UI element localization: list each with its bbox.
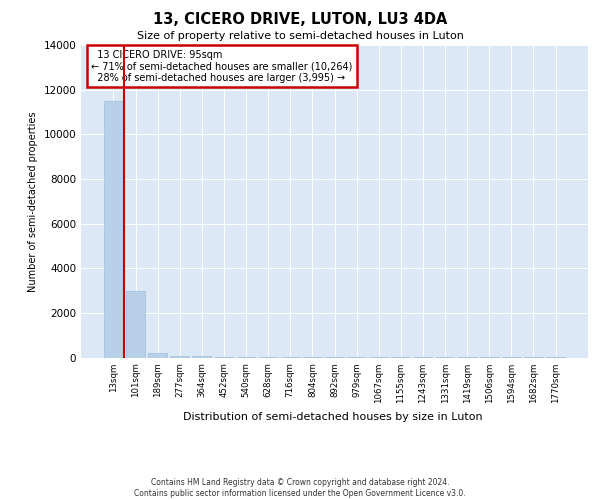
Bar <box>215 356 233 358</box>
Text: Size of property relative to semi-detached houses in Luton: Size of property relative to semi-detach… <box>137 31 463 41</box>
Text: Contains HM Land Registry data © Crown copyright and database right 2024.
Contai: Contains HM Land Registry data © Crown c… <box>134 478 466 498</box>
Bar <box>104 101 123 357</box>
Text: Distribution of semi-detached houses by size in Luton: Distribution of semi-detached houses by … <box>183 412 483 422</box>
Bar <box>148 353 167 358</box>
Bar <box>126 290 145 358</box>
Y-axis label: Number of semi-detached properties: Number of semi-detached properties <box>28 111 38 292</box>
Text: 13 CICERO DRIVE: 95sqm
← 71% of semi-detached houses are smaller (10,264)
  28% : 13 CICERO DRIVE: 95sqm ← 71% of semi-det… <box>91 50 353 83</box>
Text: 13, CICERO DRIVE, LUTON, LU3 4DA: 13, CICERO DRIVE, LUTON, LU3 4DA <box>153 12 447 28</box>
Bar <box>193 356 211 358</box>
Bar <box>236 357 256 358</box>
Bar <box>170 356 189 358</box>
